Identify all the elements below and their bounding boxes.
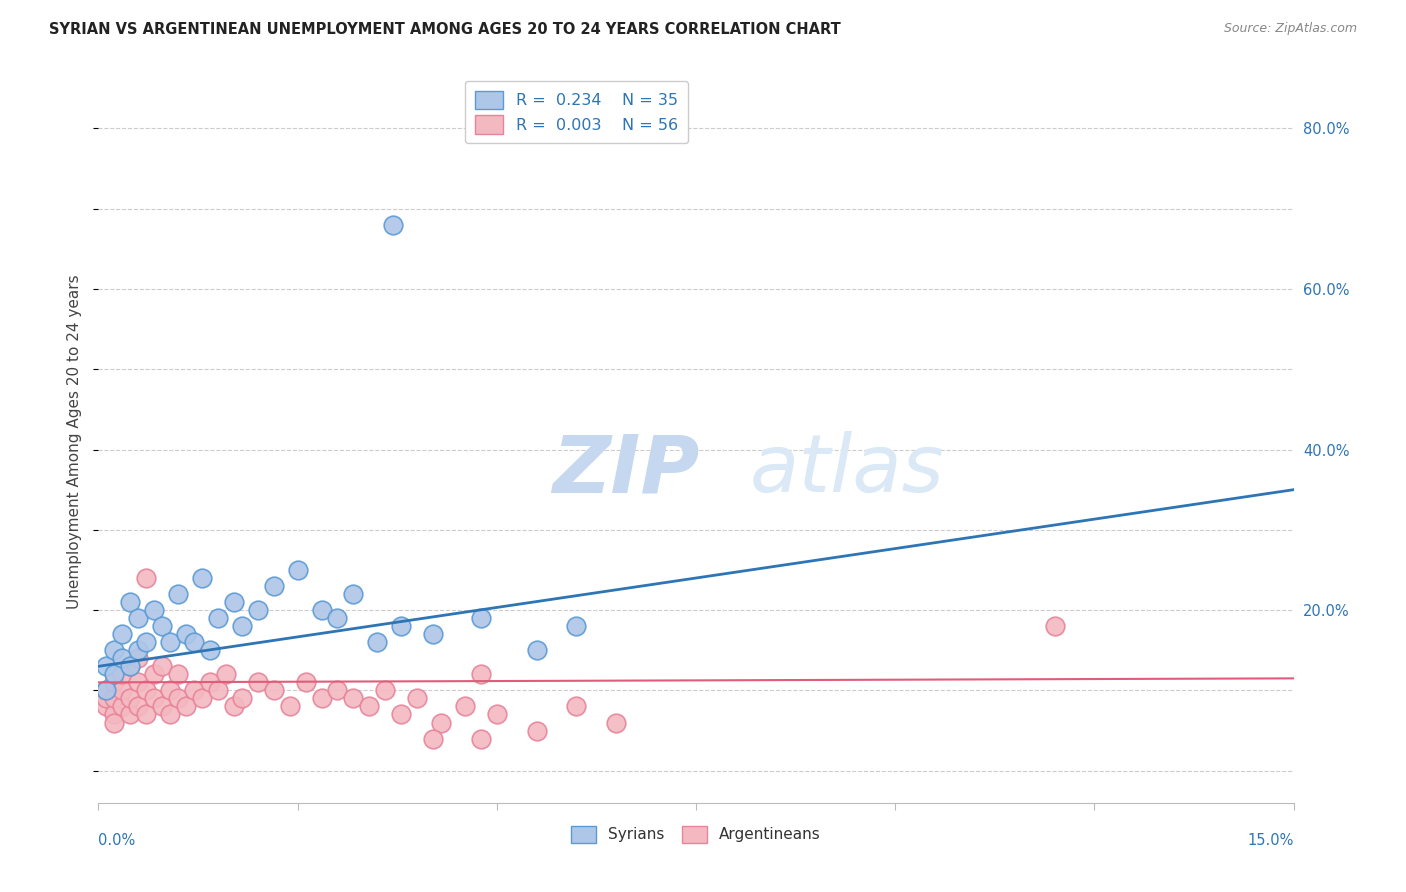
- Point: [430, 715, 453, 730]
- Point: [470, 667, 492, 681]
- Point: [143, 667, 166, 681]
- Point: [485, 707, 508, 722]
- Point: [191, 571, 214, 585]
- Point: [167, 667, 190, 681]
- Point: [127, 651, 149, 665]
- Point: [278, 699, 301, 714]
- Point: [159, 683, 181, 698]
- Text: 0.0%: 0.0%: [98, 833, 135, 848]
- Point: [605, 715, 627, 730]
- Point: [198, 643, 221, 657]
- Point: [120, 691, 142, 706]
- Point: [406, 691, 429, 706]
- Point: [167, 587, 190, 601]
- Point: [174, 627, 197, 641]
- Point: [454, 699, 477, 714]
- Point: [96, 691, 118, 706]
- Point: [143, 691, 166, 706]
- Point: [111, 651, 134, 665]
- Point: [120, 659, 142, 673]
- Point: [222, 595, 245, 609]
- Point: [231, 691, 253, 706]
- Point: [359, 699, 381, 714]
- Point: [111, 667, 134, 681]
- Legend: Syrians, Argentineans: Syrians, Argentineans: [565, 820, 827, 849]
- Point: [231, 619, 253, 633]
- Text: 15.0%: 15.0%: [1247, 833, 1294, 848]
- Point: [565, 619, 588, 633]
- Point: [389, 707, 412, 722]
- Point: [470, 611, 492, 625]
- Point: [159, 707, 181, 722]
- Point: [183, 683, 205, 698]
- Point: [311, 691, 333, 706]
- Point: [111, 699, 134, 714]
- Point: [526, 643, 548, 657]
- Point: [120, 595, 142, 609]
- Point: [111, 627, 134, 641]
- Point: [120, 707, 142, 722]
- Point: [422, 731, 444, 746]
- Text: Source: ZipAtlas.com: Source: ZipAtlas.com: [1223, 22, 1357, 36]
- Point: [287, 563, 309, 577]
- Point: [1043, 619, 1066, 633]
- Point: [135, 635, 157, 649]
- Point: [96, 683, 118, 698]
- Point: [374, 683, 396, 698]
- Point: [103, 667, 125, 681]
- Point: [382, 218, 405, 232]
- Point: [159, 635, 181, 649]
- Point: [96, 683, 118, 698]
- Point: [215, 667, 238, 681]
- Point: [246, 603, 269, 617]
- Point: [311, 603, 333, 617]
- Point: [103, 643, 125, 657]
- Point: [326, 611, 349, 625]
- Point: [207, 611, 229, 625]
- Point: [103, 691, 125, 706]
- Point: [246, 675, 269, 690]
- Point: [143, 603, 166, 617]
- Point: [127, 643, 149, 657]
- Point: [366, 635, 388, 649]
- Point: [174, 699, 197, 714]
- Point: [96, 699, 118, 714]
- Point: [422, 627, 444, 641]
- Point: [342, 587, 364, 601]
- Point: [103, 715, 125, 730]
- Point: [135, 683, 157, 698]
- Point: [120, 659, 142, 673]
- Text: ZIP: ZIP: [553, 432, 700, 509]
- Point: [263, 579, 285, 593]
- Point: [222, 699, 245, 714]
- Point: [103, 675, 125, 690]
- Point: [127, 699, 149, 714]
- Point: [263, 683, 285, 698]
- Point: [167, 691, 190, 706]
- Point: [326, 683, 349, 698]
- Point: [342, 691, 364, 706]
- Point: [135, 707, 157, 722]
- Point: [294, 675, 316, 690]
- Point: [191, 691, 214, 706]
- Point: [470, 731, 492, 746]
- Y-axis label: Unemployment Among Ages 20 to 24 years: Unemployment Among Ages 20 to 24 years: [67, 274, 83, 609]
- Point: [183, 635, 205, 649]
- Point: [150, 619, 173, 633]
- Point: [127, 675, 149, 690]
- Point: [135, 571, 157, 585]
- Text: SYRIAN VS ARGENTINEAN UNEMPLOYMENT AMONG AGES 20 TO 24 YEARS CORRELATION CHART: SYRIAN VS ARGENTINEAN UNEMPLOYMENT AMONG…: [49, 22, 841, 37]
- Text: atlas: atlas: [749, 432, 945, 509]
- Point: [127, 611, 149, 625]
- Point: [207, 683, 229, 698]
- Point: [111, 683, 134, 698]
- Point: [198, 675, 221, 690]
- Point: [103, 707, 125, 722]
- Point: [150, 699, 173, 714]
- Point: [96, 659, 118, 673]
- Point: [389, 619, 412, 633]
- Point: [526, 723, 548, 738]
- Point: [565, 699, 588, 714]
- Point: [150, 659, 173, 673]
